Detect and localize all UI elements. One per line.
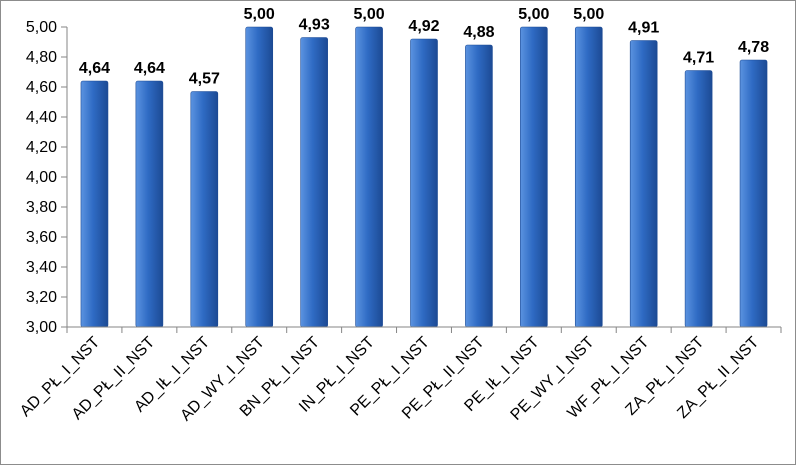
bar-6	[355, 26, 383, 328]
y-tick-label-6: 4,00	[26, 169, 57, 186]
y-tick-labels: 3,00 3,20 3,40 3,60 3,80 4,00 4,20 4,40 4,60 4,80…	[26, 19, 57, 336]
bar-8	[465, 44, 493, 328]
data-label-11: 4,91	[628, 20, 659, 37]
data-label-3: 4,57	[189, 71, 220, 88]
y-tick-label-10: 4,80	[26, 49, 57, 66]
y-tick-label-5: 3,80	[26, 199, 57, 216]
x-tick-labels: AD_PŁ_I_NSTAD_PŁ_II_NSTAD_IŁ_I_NSTAD_WY_…	[17, 334, 762, 425]
bar-3	[190, 91, 219, 328]
data-label-4: 5,00	[244, 6, 275, 23]
bar-12	[684, 70, 713, 328]
y-tick-label-1: 3,00	[26, 319, 57, 336]
y-tick-label-9: 4,60	[26, 79, 57, 96]
bar-7	[410, 38, 438, 328]
y-tick-label-4: 3,60	[26, 229, 57, 246]
y-tick-label-2: 3,20	[26, 289, 57, 306]
bar-11	[629, 40, 658, 328]
bars-group	[80, 26, 768, 328]
data-label-13: 4,78	[738, 39, 769, 56]
data-labels: 4,64 4,64 4,57 5,00 4,93 5,00 4,92 4,88 5,00 5,00…	[79, 6, 769, 88]
bar-1	[80, 80, 109, 328]
bar-10	[574, 26, 603, 328]
y-tick-label-8: 4,40	[26, 109, 57, 126]
data-label-2: 4,64	[134, 60, 165, 77]
data-label-6: 5,00	[354, 6, 385, 23]
data-label-1: 4,64	[79, 60, 110, 77]
data-label-9: 5,00	[518, 6, 549, 23]
bar-9	[520, 26, 548, 328]
bar-2	[135, 80, 164, 328]
bar-5	[300, 37, 328, 328]
y-tick-label-7: 4,20	[26, 139, 57, 156]
y-tick-label-11: 5,00	[26, 19, 57, 36]
y-tick-label-3: 3,40	[26, 259, 57, 276]
bar-4	[245, 26, 274, 328]
data-label-7: 4,92	[408, 18, 439, 35]
data-label-5: 4,93	[299, 17, 330, 34]
data-label-8: 4,88	[463, 24, 494, 41]
bar-13	[739, 59, 768, 328]
data-label-10: 5,00	[573, 6, 604, 23]
axes-group	[61, 26, 782, 333]
data-label-12: 4,71	[683, 50, 714, 67]
